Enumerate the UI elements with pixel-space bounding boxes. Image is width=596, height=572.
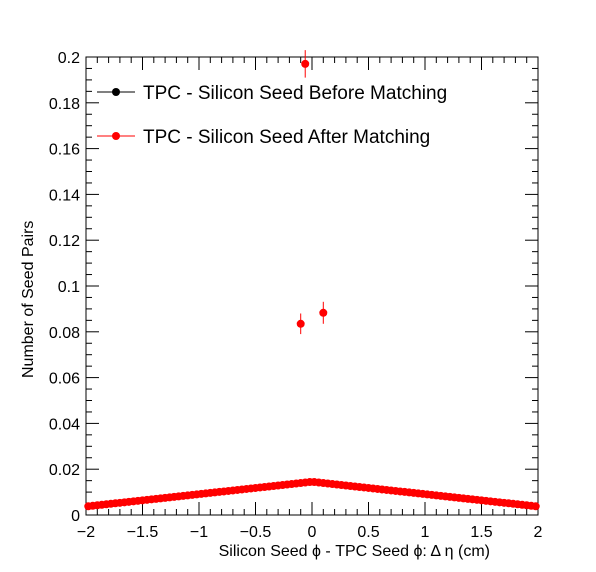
data-point	[531, 502, 540, 511]
x-tick-label: 0	[308, 524, 317, 541]
y-tick-label: 0	[71, 508, 80, 525]
legend-entry-before-label: TPC - Silicon Seed Before Matching	[143, 83, 447, 104]
data-point	[319, 308, 328, 317]
series-after-matching	[84, 50, 540, 511]
x-ticks	[85, 57, 539, 515]
data-point	[301, 59, 310, 68]
y-tick-label: 0.18	[49, 96, 80, 113]
data-point	[296, 319, 305, 328]
frame-layer	[85, 56, 539, 516]
x-tick-label: −1.5	[127, 524, 159, 541]
x-tick-label: −0.5	[240, 524, 272, 541]
legend-entry-after-label: TPC - Silicon Seed After Matching	[143, 127, 430, 148]
x-axis-label: Silicon Seed ϕ - TPC Seed ϕ: Δ η (cm)	[219, 543, 490, 560]
x-tick-label: 1.5	[470, 524, 492, 541]
y-tick-label: 0.02	[49, 462, 80, 479]
x-tick-labels: −2 −1.5 −1 −0.5 0 0.5 1 1.5 2	[77, 524, 543, 541]
x-tick-label: 2	[534, 524, 543, 541]
y-tick-label: 0.06	[49, 371, 80, 388]
x-tick-label: 0.5	[357, 524, 379, 541]
y-tick-labels: 0 0.02 0.04 0.06 0.08 0.1 0.12 0.14 0.16 0.18 0.2	[49, 50, 80, 525]
y-tick-label: 0.12	[49, 233, 80, 250]
x-tick-label: −1	[190, 524, 208, 541]
legend: TPC - Silicon Seed Before Matching TPC - …	[97, 83, 447, 148]
plot-frame	[85, 56, 539, 516]
legend-entry-after-marker	[112, 132, 120, 140]
y-tick-label: 0.04	[49, 416, 80, 433]
y-tick-label: 0.14	[49, 187, 80, 204]
legend-entry-before-marker	[112, 88, 120, 96]
y-tick-label: 0.08	[49, 325, 80, 342]
y-tick-label: 0.16	[49, 142, 80, 159]
x-tick-label: 1	[421, 524, 430, 541]
x-tick-label: −2	[77, 524, 95, 541]
y-axis-label: Number of Seed Pairs	[20, 221, 37, 378]
y-ticks	[86, 56, 538, 516]
y-tick-label: 0.1	[58, 279, 80, 296]
y-tick-label: 0.2	[58, 50, 80, 67]
